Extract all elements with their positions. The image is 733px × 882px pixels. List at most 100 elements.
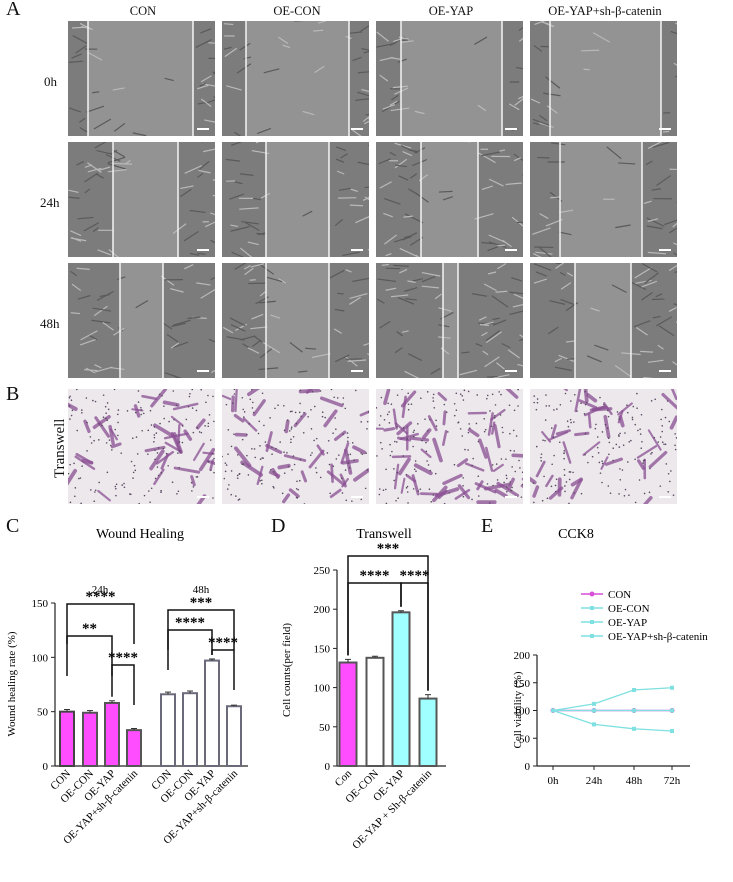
micrograph-0-2	[376, 21, 523, 136]
legend-marker	[590, 634, 594, 638]
data-point	[632, 708, 636, 713]
bar	[59, 710, 75, 768]
legend-label: CON	[608, 589, 631, 601]
panel-label-c: C	[6, 515, 20, 537]
column-label-oe-yap: OE-YAP	[428, 4, 474, 18]
scale-bar	[197, 370, 209, 372]
row-label-24h: 24h	[40, 195, 60, 210]
series-line	[552, 709, 673, 732]
scale-bar	[505, 370, 517, 372]
x-tick-label: 48h	[626, 775, 643, 787]
micrograph-1-1	[222, 142, 369, 257]
significance-label: ***	[190, 595, 213, 611]
bar	[82, 711, 98, 768]
legend-marker	[589, 591, 595, 597]
x-tick-label: 0h	[548, 775, 560, 787]
micrograph-1-2	[376, 142, 523, 257]
data-point	[592, 708, 596, 713]
column-label-oe-yap-sh-beta-catenin: OE-YAP+sh-β-catenin	[548, 4, 662, 18]
transwell-chart: Transwell Cell counts(per field) 0 50 100 1…	[281, 527, 446, 852]
y-tick-label: 100	[314, 683, 331, 695]
data-point	[670, 685, 674, 690]
significance-bracket	[66, 635, 113, 676]
legend-marker	[590, 620, 594, 624]
bar	[365, 656, 385, 767]
x-tick-label: 72h	[664, 775, 681, 787]
group-label-24h: 24h	[92, 584, 109, 596]
significance-label: ****	[360, 568, 390, 584]
transwell-image-1	[222, 389, 369, 504]
scale-bar	[351, 370, 363, 372]
significance-bracket	[211, 649, 235, 690]
row-label-0h: 0h	[44, 74, 57, 89]
data-point	[632, 726, 636, 731]
chart-title-cck8: CCK8	[558, 527, 594, 542]
bar	[204, 659, 220, 767]
significance-label: **	[82, 621, 97, 637]
y-tick-label: 100	[32, 652, 49, 664]
bar	[126, 729, 142, 768]
y-axis-label-wound-healing: Wound healing rate (%)	[6, 631, 18, 736]
significance-bracket	[66, 603, 135, 644]
panel-label-d: D	[271, 515, 286, 537]
micrograph-0-1	[222, 21, 369, 136]
y-tick-label: 200	[314, 604, 331, 616]
y-tick-label: 50	[37, 707, 49, 719]
y-tick-label: 150	[514, 678, 531, 690]
scale-bar	[197, 249, 209, 251]
scale-bar	[197, 128, 209, 130]
panel-label-e: E	[481, 515, 494, 537]
y-tick-label: 50	[519, 733, 531, 745]
x-tick-label: 24h	[586, 775, 603, 787]
chart-title-wound-healing: Wound Healing	[96, 527, 184, 542]
significance-bracket	[111, 664, 135, 705]
significance-label: ***	[377, 541, 400, 557]
panel-label-b: B	[6, 383, 20, 405]
scale-bar	[659, 249, 671, 251]
scale-bar	[351, 496, 363, 498]
data-point	[551, 708, 555, 713]
chart-title-transwell: Transwell	[356, 527, 412, 542]
bar	[182, 692, 198, 768]
micrograph-1-3	[530, 142, 677, 257]
micrograph-2-1	[222, 263, 369, 378]
bar	[160, 693, 176, 768]
significance-bracket	[167, 629, 213, 670]
significance-label: ****	[86, 589, 116, 605]
scale-bar	[659, 370, 671, 372]
micrograph-0-0	[68, 21, 215, 136]
scale-bar	[351, 128, 363, 130]
scale-bar	[659, 128, 671, 130]
micrograph-0-3	[530, 21, 677, 136]
y-tick-label: 150	[314, 643, 331, 655]
significance-label: ****	[208, 635, 238, 651]
micrograph-2-3	[530, 263, 677, 378]
bar	[226, 705, 242, 768]
panel-label-a: A	[6, 0, 21, 20]
y-tick-label: 100	[514, 706, 531, 718]
significance-label: ****	[175, 615, 205, 631]
transwell-image-0	[68, 389, 215, 504]
legend-label: OE-YAP+sh-β-catenin	[608, 631, 708, 643]
x-tick-label: Con	[333, 767, 355, 789]
bar	[338, 661, 358, 768]
column-label-oe-con: OE-CON	[273, 4, 321, 18]
data-point	[632, 687, 636, 692]
scale-bar	[505, 249, 517, 251]
scale-bar	[505, 496, 517, 498]
legend-label: OE-YAP	[608, 617, 647, 629]
wound-healing-chart: Wound Healing Wound healing rate (%) 0 50…	[6, 527, 248, 847]
bar	[391, 611, 411, 767]
micrograph-2-2	[376, 263, 523, 378]
scale-bar	[505, 128, 517, 130]
data-point	[670, 729, 674, 734]
legend-label: OE-CON	[608, 603, 650, 615]
y-tick-label: 50	[319, 722, 331, 734]
data-point	[592, 722, 596, 727]
significance-label: ****	[400, 568, 430, 584]
significance-bracket	[400, 582, 429, 691]
cck8-chart: CCK8 Cell viability (%) CON OE-CON OE-YAP O…	[512, 527, 708, 787]
bar	[104, 701, 120, 767]
micrograph-1-0	[68, 142, 215, 257]
scale-bar	[659, 496, 671, 498]
